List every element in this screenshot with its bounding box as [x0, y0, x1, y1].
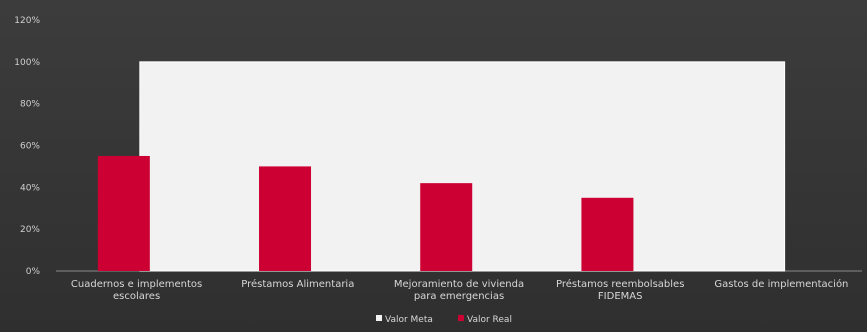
- y-tick-label: 40%: [20, 183, 40, 193]
- category-label: para emergencias: [414, 291, 504, 302]
- y-tick-label: 60%: [20, 142, 40, 152]
- bar-valor-real: [259, 166, 312, 271]
- category-label: Mejoramiento de vivienda: [394, 279, 524, 290]
- bar-valor-real: [420, 183, 473, 271]
- category-label: escolares: [113, 291, 160, 302]
- legend-label: Valor Meta: [385, 315, 433, 325]
- y-tick-label: 120%: [14, 16, 40, 26]
- y-tick-label: 100%: [14, 58, 40, 68]
- legend-label: Valor Real: [467, 315, 512, 325]
- legend-swatch: [458, 315, 464, 321]
- bar-valor-real: [581, 197, 634, 271]
- y-tick-label: 80%: [20, 100, 40, 110]
- category-label: Préstamos reembolsables: [556, 278, 684, 290]
- legend-swatch: [376, 315, 382, 321]
- category-label: Cuadernos e implementos: [71, 279, 202, 290]
- category-label: Gastos de implementación: [714, 278, 848, 290]
- y-tick-label: 20%: [20, 225, 40, 235]
- bar-valor-real: [97, 155, 150, 271]
- category-label: Préstamos Alimentaria: [241, 278, 354, 290]
- y-tick-label: 0%: [26, 267, 41, 277]
- category-label: FIDEMAS: [598, 291, 643, 302]
